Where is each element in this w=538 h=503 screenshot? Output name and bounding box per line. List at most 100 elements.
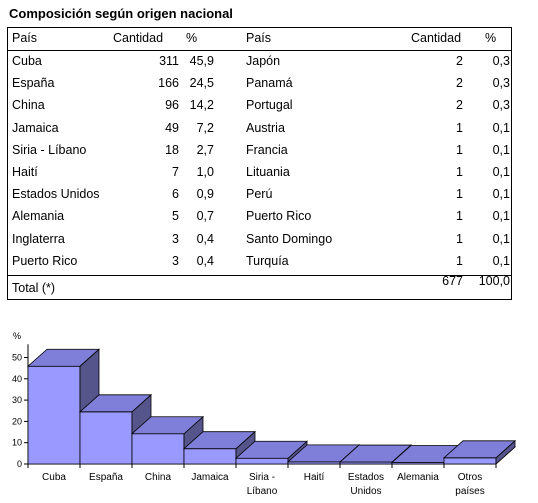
table-cell-country: España <box>12 76 55 91</box>
table-cell-pct: 0,7 <box>196 209 214 224</box>
bar-top <box>442 440 517 459</box>
table-cell-country: Santo Domingo <box>246 231 333 246</box>
table-cell-count: 18 <box>165 142 179 157</box>
table-cell-pct: 0,3 <box>492 98 510 113</box>
table-cell-count: 311 <box>159 54 179 68</box>
table-cell-country: Haití <box>12 165 38 179</box>
y-tick-label: 20 <box>12 416 22 426</box>
table-cell-country: Panamá <box>246 76 293 91</box>
x-tick-label: Siria - <box>249 472 275 483</box>
table-cell-country: Alemania <box>12 209 65 224</box>
bar-top <box>78 394 153 413</box>
table-cell-pct: 0,1 <box>492 120 510 135</box>
x-tick-label: Haití <box>304 472 325 483</box>
table-cell-count: 1 <box>456 165 463 179</box>
x-tick-label: China <box>145 472 172 483</box>
header-count-left: Cantidad <box>113 31 164 45</box>
x-tick-label: Cuba <box>42 472 66 483</box>
x-tick-label: Otros <box>458 472 482 483</box>
x-tick-label: Unidos <box>350 486 381 497</box>
table-cell-count: 7 <box>172 165 179 179</box>
table-cell-pct: 2,7 <box>196 142 214 157</box>
total-pct: 100,0 <box>478 274 510 288</box>
bar-front <box>27 365 81 465</box>
table-cell-pct: 1,0 <box>196 165 214 179</box>
table-cell-country: Japón <box>246 54 281 68</box>
table-cell-pct: 0,1 <box>492 187 510 202</box>
header-count-right: Cantidad <box>411 31 462 45</box>
table-cell-pct: 0,9 <box>196 187 214 202</box>
table-cell-pct: 0,4 <box>196 253 214 268</box>
total-count: 677 <box>442 274 463 288</box>
table-cell-country: China <box>12 98 45 113</box>
bar-top <box>234 440 309 459</box>
table-cell-count: 1 <box>456 187 463 202</box>
y-tick-label: 50 <box>12 353 22 363</box>
table-cell-count: 1 <box>456 209 463 224</box>
table-cell-count: 1 <box>456 231 463 246</box>
table-cell-pct: 0,3 <box>492 54 510 68</box>
table-cell-count: 6 <box>172 187 179 202</box>
table-cell-pct: 0,1 <box>492 231 510 246</box>
table-cell-count: 49 <box>165 120 179 135</box>
table-cell-country: Lituania <box>246 165 290 179</box>
x-tick-label: Alemania <box>397 472 439 483</box>
bar-front <box>235 457 289 465</box>
header-pct-right: % <box>485 31 497 45</box>
x-tick-label: España <box>89 472 123 483</box>
table-cell-count: 1 <box>456 253 463 268</box>
table-cell-count: 2 <box>456 98 463 113</box>
bar-top <box>26 348 101 367</box>
y-tick-label: 30 <box>12 395 22 405</box>
table-cell-count: 2 <box>456 54 463 68</box>
header-pct-left: % <box>186 31 198 45</box>
table-cell-pct: 45,9 <box>189 54 214 68</box>
table-cell-count: 1 <box>456 120 463 135</box>
table-cell-country: Puerto Rico <box>12 253 78 268</box>
y-tick-label: 10 <box>12 438 22 448</box>
table-cell-pct: 14,2 <box>189 98 214 113</box>
table-cell-country: Estados Unidos <box>12 187 100 202</box>
x-tick-label: Líbano <box>247 486 278 497</box>
table-cell-pct: 0,4 <box>196 231 214 246</box>
table-cell-country: Austria <box>246 120 285 135</box>
table-cell-pct: 0,3 <box>492 76 510 91</box>
table-cell-pct: 0,1 <box>492 253 510 268</box>
y-tick-label: 0 <box>17 459 22 469</box>
y-axis-label: % <box>13 331 21 341</box>
table-cell-country: Inglaterra <box>12 231 65 246</box>
header-separator <box>8 50 511 51</box>
bar-top <box>338 444 413 463</box>
table-cell-country: Francia <box>246 142 288 157</box>
x-tick-label: países <box>455 486 484 497</box>
table-cell-count: 166 <box>158 76 179 91</box>
table-cell-pct: 7,2 <box>196 120 214 135</box>
table-cell-country: Jamaica <box>12 120 59 135</box>
table-cell-count: 96 <box>165 98 179 113</box>
table-cell-pct: 24,5 <box>189 76 214 91</box>
total-label: Total (*) <box>12 281 56 295</box>
table-cell-country: Puerto Rico <box>246 209 312 224</box>
table-cell-country: Turquía <box>246 253 289 268</box>
table-cell-country: Siria - Líbano <box>12 142 87 157</box>
table-cell-count: 1 <box>456 142 463 157</box>
table-cell-count: 5 <box>172 209 179 224</box>
origin-table: País Cantidad % País Cantidad % Cuba 311 4… <box>7 27 512 300</box>
table-cell-country: Perú <box>246 187 273 202</box>
page-title: Composición según origen nacional <box>9 6 233 21</box>
bar-top <box>182 431 257 450</box>
x-tick-label: Jamaica <box>191 472 229 483</box>
table-cell-pct: 0,1 <box>492 209 510 224</box>
bar-front <box>79 411 133 465</box>
table-cell-country: Cuba <box>12 54 42 68</box>
y-tick-label: 40 <box>12 374 22 384</box>
bar-front <box>443 457 497 465</box>
table-cell-count: 2 <box>456 76 463 91</box>
table-cell-country: Portugal <box>246 98 293 113</box>
table-cell-pct: 0,1 <box>492 142 510 157</box>
bar-top <box>130 416 205 435</box>
bar-front <box>183 448 237 465</box>
total-separator <box>8 275 511 276</box>
table-cell-count: 3 <box>172 253 179 268</box>
origin-bar-chart: 0 10 20 30 40 50% Cuba España China Jamaica Siria … <box>12 331 517 497</box>
